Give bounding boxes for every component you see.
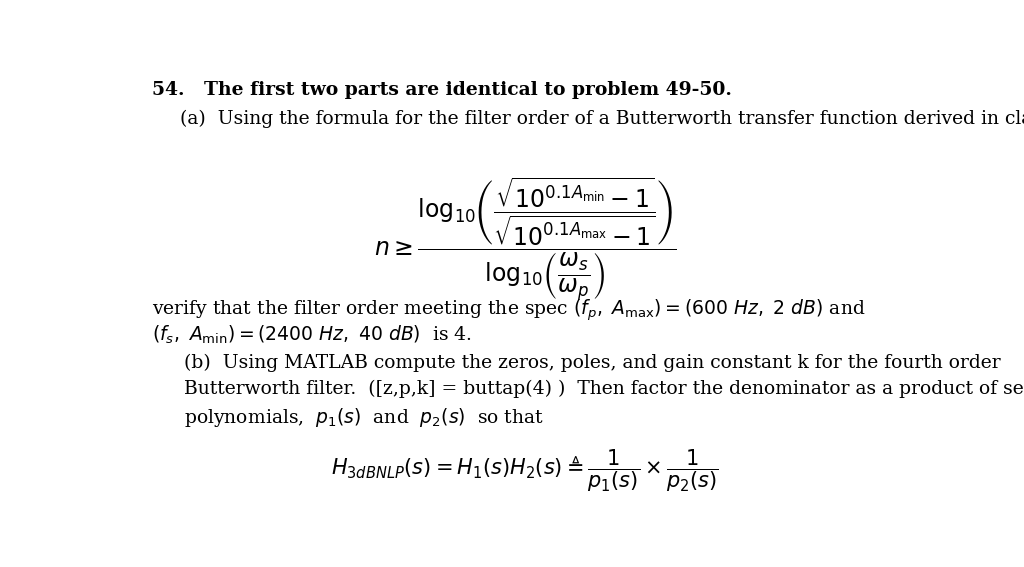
- Text: $(f_s,\ A_{\mathrm{min}})=(2400\ Hz,\ 40\ dB)$  is 4.: $(f_s,\ A_{\mathrm{min}})=(2400\ Hz,\ 40…: [152, 323, 472, 346]
- Text: Butterworth filter.  ([z,p,k] = buttap(4) )  Then factor the denominator as a pr: Butterworth filter. ([z,p,k] = buttap(4)…: [183, 380, 1024, 399]
- Text: $n\geq\dfrac{\log_{10}\!\left(\dfrac{\sqrt{10^{0.1A_{\mathrm{min}}}-1}}{\sqrt{10: $n\geq\dfrac{\log_{10}\!\left(\dfrac{\sq…: [374, 175, 676, 303]
- Text: $H_{3dBNLP}(s)=H_1(s)H_2(s)\triangleq\dfrac{1}{p_1(s)}\times\dfrac{1}{p_2(s)}$: $H_{3dBNLP}(s)=H_1(s)H_2(s)\triangleq\df…: [331, 448, 719, 494]
- Text: polynomials,  $p_1(s)$  and  $p_2(s)$  so that: polynomials, $p_1(s)$ and $p_2(s)$ so th…: [183, 407, 544, 429]
- Text: verify that the filter order meeting the spec $(f_p,\ A_{\mathrm{max}})=(600\ Hz: verify that the filter order meeting the…: [152, 297, 865, 323]
- Text: 54.   The first two parts are identical to problem 49-50.: 54. The first two parts are identical to…: [152, 81, 732, 99]
- Text: (b)  Using MATLAB compute the zeros, poles, and gain constant k for the fourth o: (b) Using MATLAB compute the zeros, pole…: [183, 354, 1000, 373]
- Text: (a)  Using the formula for the filter order of a Butterworth transfer function d: (a) Using the formula for the filter ord…: [179, 109, 1024, 128]
